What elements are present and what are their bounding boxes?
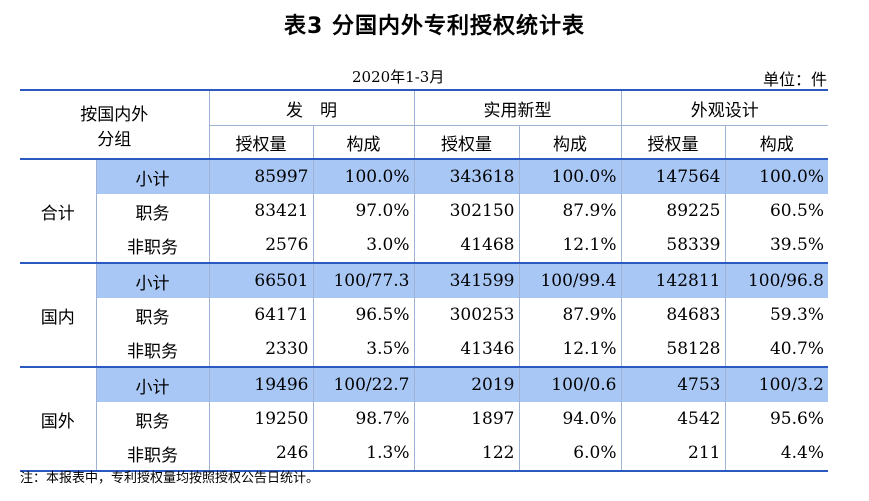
composition-cell: 12.1%: [518, 332, 622, 367]
grant-count-cell: 147564: [620, 159, 726, 194]
row-label: 职务: [95, 298, 210, 332]
grant-count-cell: 85997: [208, 159, 314, 194]
subcol-header: 构成: [518, 125, 622, 160]
period-label: 2020年1-3月: [352, 68, 445, 86]
table-row: 职务 83421 97.0% 302150 87.9% 89225 60.5%: [20, 194, 828, 228]
composition-cell: 60.5%: [724, 194, 828, 228]
row-label: 小计: [95, 262, 210, 298]
composition-cell: 12.1%: [518, 228, 622, 263]
row-label: 非职务: [95, 228, 210, 263]
composition-cell: 97.0%: [312, 194, 415, 228]
category-header-utility-model: 实用新型: [413, 89, 622, 126]
subcol-header: 授权量: [413, 125, 520, 160]
grant-count-cell: 19250: [208, 402, 314, 436]
row-label: 职务: [95, 402, 210, 436]
composition-cell: 98.7%: [312, 402, 415, 436]
composition-cell: 100.0%: [312, 159, 415, 194]
composition-cell: 100.0%: [724, 159, 828, 194]
composition-cell: 4.4%: [724, 436, 828, 472]
row-label: 小计: [95, 366, 210, 402]
grant-count-cell: 2576: [208, 228, 314, 263]
grant-count-cell: 58339: [620, 228, 726, 263]
grant-count-cell: 41346: [413, 332, 520, 367]
row-label: 非职务: [95, 436, 210, 472]
composition-cell: 39.5%: [724, 228, 828, 263]
grant-count-cell: 58128: [620, 332, 726, 367]
grant-count-cell: 142811: [620, 262, 726, 298]
table-title: 表3 分国内外专利授权统计表: [284, 14, 585, 39]
grant-count-cell: 246: [208, 436, 314, 472]
composition-cell: 100/77.3: [312, 262, 415, 298]
composition-cell: 100/0.6: [518, 366, 622, 402]
grant-count-cell: 302150: [413, 194, 520, 228]
table-row: 国内 小计 66501 100/77.3 341599 100/99.4 142811 100…: [20, 262, 828, 367]
composition-cell: 87.9%: [518, 194, 622, 228]
grant-count-cell: 343618: [413, 159, 520, 194]
unit-label: 单位：件: [762, 70, 827, 89]
table-row: 职务 19250 98.7% 1897 94.0% 4542 95.6%: [20, 402, 828, 436]
composition-cell: 100/22.7: [312, 366, 415, 402]
table-body: 合计 小计 85997 100.0% 343618 100.0% 147564 100.0% 职…: [20, 159, 828, 472]
table-row: 职务 64171 96.5% 300253 87.9% 84683 59.3%: [20, 298, 828, 332]
grant-count-cell: 19496: [208, 366, 314, 402]
grant-count-cell: 2019: [413, 366, 520, 402]
subcol-header: 授权量: [620, 125, 726, 160]
category-header-invention: 发 明: [208, 89, 415, 126]
table-row: 非职务 246 1.3% 122 6.0% 211 4.4%: [20, 436, 828, 472]
grant-count-cell: 41468: [413, 228, 520, 263]
subcol-header: 授权量: [208, 125, 314, 160]
composition-cell: 59.3%: [724, 298, 828, 332]
patent-stats-table: 按国内外 分组 发 明 实用新型 外观设计 授权量 构成 授权量 构成 授权量 …: [20, 89, 828, 472]
group-header: 按国内外 分组: [20, 89, 210, 160]
grant-count-cell: 300253: [413, 298, 520, 332]
row-label: 职务: [95, 194, 210, 228]
composition-cell: 100/3.2: [724, 366, 828, 402]
grant-count-cell: 64171: [208, 298, 314, 332]
composition-cell: 6.0%: [518, 436, 622, 472]
grant-count-cell: 1897: [413, 402, 520, 436]
composition-cell: 96.5%: [312, 298, 415, 332]
composition-cell: 100/96.8: [724, 262, 828, 298]
grant-count-cell: 341599: [413, 262, 520, 298]
composition-cell: 40.7%: [724, 332, 828, 367]
subcol-header: 构成: [724, 125, 828, 160]
group-header-line1: 按国内外: [80, 104, 149, 125]
row-label: 非职务: [95, 332, 210, 367]
table-row: 国外 小计 19496 100/22.7 2019 100/0.6 4753 100/3.2: [20, 366, 828, 472]
grant-count-cell: 2330: [208, 332, 314, 367]
composition-cell: 3.0%: [312, 228, 415, 263]
category-header-design: 外观设计: [620, 89, 828, 126]
footnote: 注：本报表中，专利授权量均按照授权公告日统计。: [20, 471, 320, 486]
composition-cell: 95.6%: [724, 402, 828, 436]
group-label: 合计: [20, 159, 97, 263]
subcol-header: 构成: [312, 125, 415, 160]
composition-cell: 100/99.4: [518, 262, 622, 298]
composition-cell: 87.9%: [518, 298, 622, 332]
grant-count-cell: 122: [413, 436, 520, 472]
grant-count-cell: 84683: [620, 298, 726, 332]
composition-cell: 3.5%: [312, 332, 415, 367]
composition-cell: 94.0%: [518, 402, 622, 436]
grant-count-cell: 66501: [208, 262, 314, 298]
composition-cell: 1.3%: [312, 436, 415, 472]
group-label: 国外: [20, 366, 97, 472]
group-label: 国内: [20, 262, 97, 367]
grant-count-cell: 89225: [620, 194, 726, 228]
table-row: 非职务 2576 3.0% 41468 12.1% 58339 39.5%: [20, 228, 828, 263]
grant-count-cell: 211: [620, 436, 726, 472]
table-row: 合计 小计 85997 100.0% 343618 100.0% 147564 100.0%: [20, 159, 828, 263]
group-header-line2: 分组: [97, 129, 132, 150]
grant-count-cell: 83421: [208, 194, 314, 228]
row-label: 小计: [95, 159, 210, 194]
table-row: 非职务 2330 3.5% 41346 12.1% 58128 40.7%: [20, 332, 828, 367]
composition-cell: 100.0%: [518, 159, 622, 194]
grant-count-cell: 4542: [620, 402, 726, 436]
grant-count-cell: 4753: [620, 366, 726, 402]
